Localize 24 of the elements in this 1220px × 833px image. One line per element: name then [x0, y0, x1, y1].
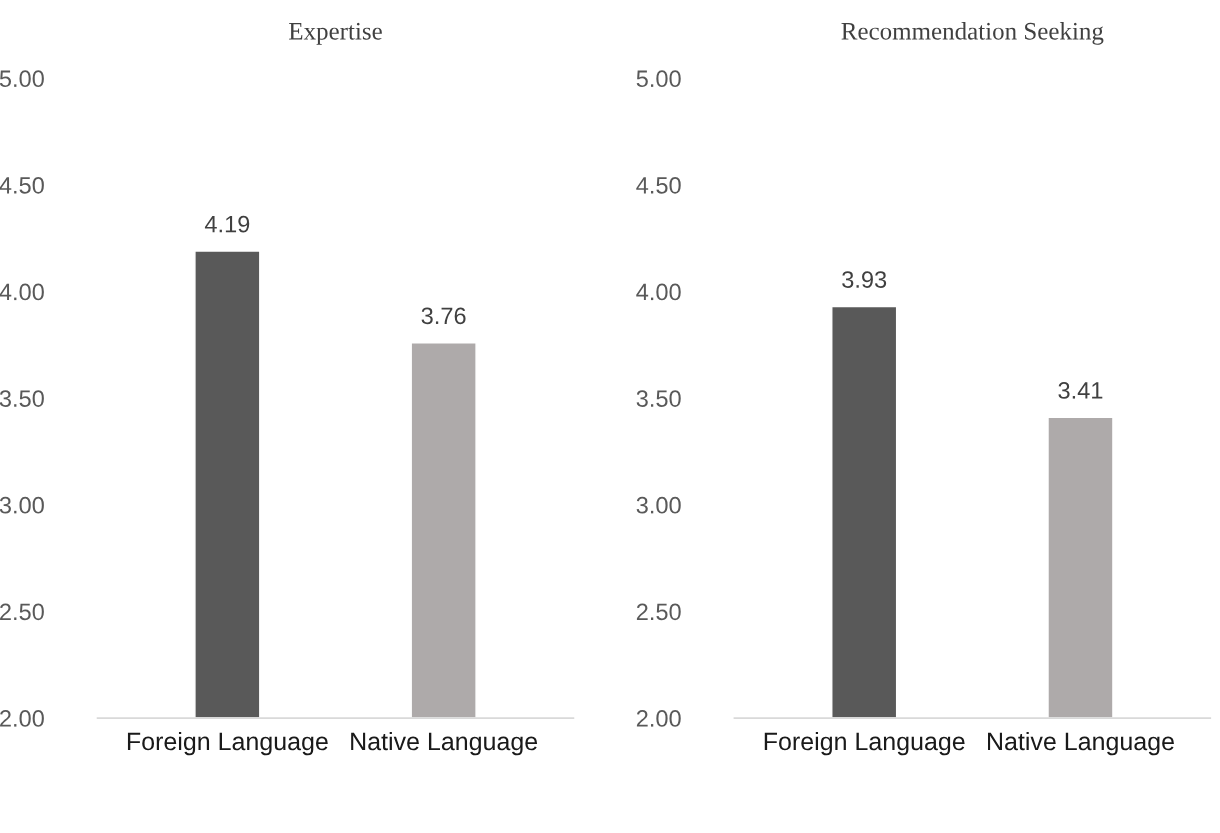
data-label: 3.76	[421, 307, 466, 325]
y-tick-label: 2.50	[0, 603, 44, 621]
y-tick-label: 3.00	[636, 496, 681, 514]
y-tick-label: 4.50	[0, 176, 44, 194]
y-tick-label: 3.50	[0, 390, 44, 407]
y-tick-label: 3.00	[0, 496, 44, 514]
y-tick-label: 4.00	[636, 283, 681, 301]
x-tick-label: Native Language	[988, 731, 1174, 756]
x-tick-label: Foreign Language	[764, 731, 965, 756]
chart-title: Expertise	[289, 22, 382, 45]
y-tick-label: 4.50	[636, 176, 681, 194]
data-label: 4.19	[204, 215, 250, 233]
chart-title: Recommendation Seeking	[841, 22, 1104, 45]
y-tick-label: 2.00	[0, 710, 44, 727]
y-tick-label: 2.50	[636, 603, 681, 621]
y-tick-label: 5.00	[636, 70, 681, 88]
x-tick-label: Native Language	[351, 731, 538, 756]
y-tick-label: 5.00	[0, 70, 44, 88]
data-label: 3.93	[842, 271, 887, 288]
x-tick-label: Foreign Language	[127, 731, 328, 756]
y-tick-label: 2.00	[636, 710, 681, 727]
y-tick-label: 4.00	[0, 283, 44, 301]
y-tick-label: 3.50	[636, 390, 681, 407]
data-label: 3.41	[1058, 382, 1103, 399]
